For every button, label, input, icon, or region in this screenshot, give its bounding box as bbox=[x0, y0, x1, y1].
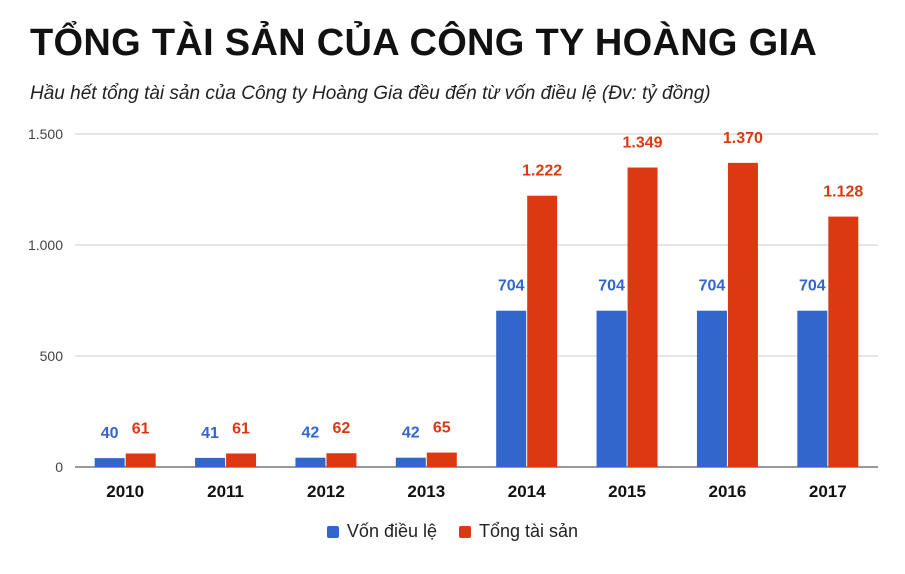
bar-tong-tai-san bbox=[426, 452, 457, 467]
data-label-tong-tai-san: 61 bbox=[132, 420, 150, 437]
legend-label-tong-tai-san: Tổng tài sản bbox=[479, 521, 579, 541]
x-tick-label: 2016 bbox=[709, 482, 747, 501]
x-tick-label: 2015 bbox=[608, 482, 646, 501]
bar-tong-tai-san bbox=[828, 216, 859, 467]
bar-von-dieu-le bbox=[596, 310, 627, 467]
data-label-von-dieu-le: 40 bbox=[101, 425, 119, 442]
legend-label-von-dieu-le: Vốn điều lệ bbox=[346, 521, 437, 541]
bar-tong-tai-san bbox=[627, 167, 658, 467]
bar-von-dieu-le bbox=[395, 457, 426, 467]
data-label-von-dieu-le: 41 bbox=[201, 425, 219, 442]
legend-swatch-tong-tai-san bbox=[459, 525, 471, 538]
legend-item-von-dieu-le: Vốn điều lệ bbox=[326, 521, 437, 542]
data-label-tong-tai-san: 1.370 bbox=[723, 130, 763, 147]
x-tick-label: 2014 bbox=[508, 482, 546, 501]
bar-von-dieu-le bbox=[295, 457, 326, 467]
bar-von-dieu-le bbox=[94, 458, 125, 467]
x-tick-label: 2013 bbox=[407, 482, 445, 501]
legend-swatch-von-dieu-le bbox=[326, 525, 339, 538]
x-tick-label: 2017 bbox=[809, 482, 847, 501]
bar-von-dieu-le bbox=[696, 310, 727, 467]
bar-tong-tai-san bbox=[527, 195, 558, 467]
y-tick-label: 1.500 bbox=[28, 126, 63, 142]
data-label-tong-tai-san: 62 bbox=[333, 420, 351, 437]
x-tick-label: 2011 bbox=[207, 482, 244, 501]
legend: Vốn điều lệ Tổng tài sản bbox=[0, 521, 905, 542]
data-label-von-dieu-le: 704 bbox=[699, 278, 726, 295]
bar-von-dieu-le bbox=[496, 310, 527, 467]
data-label-tong-tai-san: 61 bbox=[232, 420, 250, 437]
bar-tong-tai-san bbox=[125, 453, 156, 467]
bar-tong-tai-san bbox=[326, 453, 357, 467]
data-label-von-dieu-le: 42 bbox=[302, 425, 320, 442]
data-label-von-dieu-le: 42 bbox=[402, 425, 420, 442]
x-tick-label: 2010 bbox=[106, 482, 144, 501]
chart-title: TỔNG TÀI SẢN CỦA CÔNG TY HOÀNG GIA bbox=[30, 22, 818, 64]
y-tick-label: 1.000 bbox=[28, 237, 63, 253]
x-tick-label: 2012 bbox=[307, 482, 345, 501]
data-label-tong-tai-san: 1.349 bbox=[623, 135, 663, 152]
bar-von-dieu-le bbox=[797, 310, 828, 467]
legend-item-tong-tai-san: Tổng tài sản bbox=[459, 521, 578, 542]
data-label-von-dieu-le: 704 bbox=[598, 278, 625, 295]
chart-subtitle: Hầu hết tổng tài sản của Công ty Hoàng G… bbox=[30, 83, 711, 104]
data-label-von-dieu-le: 704 bbox=[799, 278, 826, 295]
y-tick-label: 500 bbox=[40, 348, 64, 364]
data-label-tong-tai-san: 1.222 bbox=[522, 163, 562, 180]
bar-tong-tai-san bbox=[226, 453, 257, 467]
data-label-von-dieu-le: 704 bbox=[498, 278, 525, 295]
bar-tong-tai-san bbox=[727, 162, 758, 468]
y-tick-label: 0 bbox=[55, 459, 63, 475]
data-label-tong-tai-san: 1.128 bbox=[823, 184, 863, 201]
data-label-tong-tai-san: 65 bbox=[433, 420, 451, 437]
bar-von-dieu-le bbox=[195, 457, 226, 467]
